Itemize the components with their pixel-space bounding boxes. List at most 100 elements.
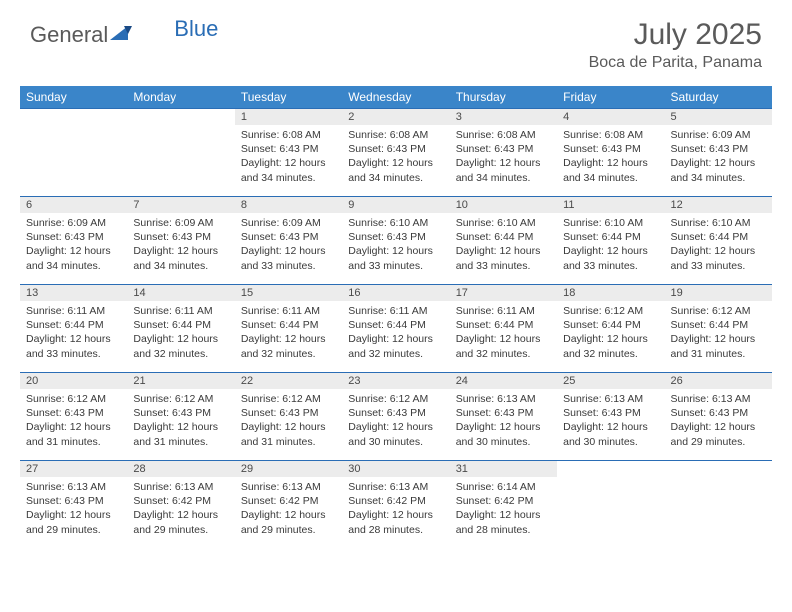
day-cell: 30Sunrise: 6:13 AMSunset: 6:42 PMDayligh…	[342, 461, 449, 549]
title-block: July 2025 Boca de Parita, Panama	[589, 18, 762, 72]
day-cell: 21Sunrise: 6:12 AMSunset: 6:43 PMDayligh…	[127, 373, 234, 461]
day-number: 20	[20, 373, 127, 389]
day-content: Sunrise: 6:09 AMSunset: 6:43 PMDaylight:…	[127, 213, 234, 275]
day-cell: 20Sunrise: 6:12 AMSunset: 6:43 PMDayligh…	[20, 373, 127, 461]
day-content: Sunrise: 6:09 AMSunset: 6:43 PMDaylight:…	[665, 125, 772, 187]
day-cell: 13Sunrise: 6:11 AMSunset: 6:44 PMDayligh…	[20, 285, 127, 373]
day-number: 16	[342, 285, 449, 301]
day-content: Sunrise: 6:11 AMSunset: 6:44 PMDaylight:…	[342, 301, 449, 363]
day-number: 18	[557, 285, 664, 301]
day-number: 19	[665, 285, 772, 301]
day-header: Friday	[557, 86, 664, 109]
brand-word1: General	[30, 22, 108, 48]
day-content: Sunrise: 6:12 AMSunset: 6:43 PMDaylight:…	[20, 389, 127, 451]
day-content: Sunrise: 6:11 AMSunset: 6:44 PMDaylight:…	[235, 301, 342, 363]
day-cell: 18Sunrise: 6:12 AMSunset: 6:44 PMDayligh…	[557, 285, 664, 373]
day-cell: 17Sunrise: 6:11 AMSunset: 6:44 PMDayligh…	[450, 285, 557, 373]
day-number-empty	[665, 461, 772, 477]
day-cell: 15Sunrise: 6:11 AMSunset: 6:44 PMDayligh…	[235, 285, 342, 373]
day-number: 1	[235, 109, 342, 125]
day-content: Sunrise: 6:10 AMSunset: 6:44 PMDaylight:…	[450, 213, 557, 275]
day-number: 9	[342, 197, 449, 213]
day-cell	[665, 461, 772, 549]
day-number: 12	[665, 197, 772, 213]
day-number-empty	[127, 109, 234, 125]
day-cell: 3Sunrise: 6:08 AMSunset: 6:43 PMDaylight…	[450, 109, 557, 197]
brand-logo: General Blue	[30, 22, 218, 48]
day-number: 27	[20, 461, 127, 477]
day-content: Sunrise: 6:14 AMSunset: 6:42 PMDaylight:…	[450, 477, 557, 539]
day-header: Tuesday	[235, 86, 342, 109]
day-number: 13	[20, 285, 127, 301]
month-title: July 2025	[589, 18, 762, 52]
day-cell: 16Sunrise: 6:11 AMSunset: 6:44 PMDayligh…	[342, 285, 449, 373]
day-number: 10	[450, 197, 557, 213]
day-content: Sunrise: 6:12 AMSunset: 6:44 PMDaylight:…	[557, 301, 664, 363]
day-content: Sunrise: 6:13 AMSunset: 6:42 PMDaylight:…	[127, 477, 234, 539]
day-number: 4	[557, 109, 664, 125]
day-content: Sunrise: 6:08 AMSunset: 6:43 PMDaylight:…	[342, 125, 449, 187]
day-header: Sunday	[20, 86, 127, 109]
day-header: Wednesday	[342, 86, 449, 109]
day-cell: 12Sunrise: 6:10 AMSunset: 6:44 PMDayligh…	[665, 197, 772, 285]
day-content: Sunrise: 6:13 AMSunset: 6:43 PMDaylight:…	[450, 389, 557, 451]
day-number: 3	[450, 109, 557, 125]
day-content: Sunrise: 6:11 AMSunset: 6:44 PMDaylight:…	[127, 301, 234, 363]
day-cell: 26Sunrise: 6:13 AMSunset: 6:43 PMDayligh…	[665, 373, 772, 461]
day-number: 11	[557, 197, 664, 213]
day-number: 17	[450, 285, 557, 301]
day-content: Sunrise: 6:13 AMSunset: 6:43 PMDaylight:…	[20, 477, 127, 539]
day-header-row: SundayMondayTuesdayWednesdayThursdayFrid…	[20, 86, 772, 109]
day-cell: 24Sunrise: 6:13 AMSunset: 6:43 PMDayligh…	[450, 373, 557, 461]
day-cell: 6Sunrise: 6:09 AMSunset: 6:43 PMDaylight…	[20, 197, 127, 285]
day-number: 15	[235, 285, 342, 301]
day-number: 28	[127, 461, 234, 477]
day-content: Sunrise: 6:11 AMSunset: 6:44 PMDaylight:…	[20, 301, 127, 363]
day-content: Sunrise: 6:08 AMSunset: 6:43 PMDaylight:…	[235, 125, 342, 187]
day-cell: 2Sunrise: 6:08 AMSunset: 6:43 PMDaylight…	[342, 109, 449, 197]
day-cell: 25Sunrise: 6:13 AMSunset: 6:43 PMDayligh…	[557, 373, 664, 461]
day-content: Sunrise: 6:08 AMSunset: 6:43 PMDaylight:…	[450, 125, 557, 187]
day-content: Sunrise: 6:12 AMSunset: 6:43 PMDaylight:…	[342, 389, 449, 451]
day-content: Sunrise: 6:11 AMSunset: 6:44 PMDaylight:…	[450, 301, 557, 363]
day-content: Sunrise: 6:10 AMSunset: 6:44 PMDaylight:…	[665, 213, 772, 275]
location-label: Boca de Parita, Panama	[589, 54, 762, 72]
day-content: Sunrise: 6:13 AMSunset: 6:43 PMDaylight:…	[557, 389, 664, 451]
calendar-body: 1Sunrise: 6:08 AMSunset: 6:43 PMDaylight…	[20, 109, 772, 549]
day-content: Sunrise: 6:13 AMSunset: 6:42 PMDaylight:…	[235, 477, 342, 539]
day-content: Sunrise: 6:12 AMSunset: 6:44 PMDaylight:…	[665, 301, 772, 363]
day-number: 24	[450, 373, 557, 389]
day-number: 25	[557, 373, 664, 389]
day-cell: 5Sunrise: 6:09 AMSunset: 6:43 PMDaylight…	[665, 109, 772, 197]
brand-triangle-icon	[110, 24, 132, 47]
day-number: 26	[665, 373, 772, 389]
day-cell: 4Sunrise: 6:08 AMSunset: 6:43 PMDaylight…	[557, 109, 664, 197]
day-cell: 14Sunrise: 6:11 AMSunset: 6:44 PMDayligh…	[127, 285, 234, 373]
day-cell: 28Sunrise: 6:13 AMSunset: 6:42 PMDayligh…	[127, 461, 234, 549]
day-content: Sunrise: 6:10 AMSunset: 6:44 PMDaylight:…	[557, 213, 664, 275]
day-content: Sunrise: 6:12 AMSunset: 6:43 PMDaylight:…	[235, 389, 342, 451]
day-number: 30	[342, 461, 449, 477]
page-header: General Blue July 2025 Boca de Parita, P…	[0, 0, 792, 80]
day-number: 5	[665, 109, 772, 125]
day-number: 22	[235, 373, 342, 389]
day-cell: 22Sunrise: 6:12 AMSunset: 6:43 PMDayligh…	[235, 373, 342, 461]
day-number: 21	[127, 373, 234, 389]
day-header: Monday	[127, 86, 234, 109]
day-cell: 11Sunrise: 6:10 AMSunset: 6:44 PMDayligh…	[557, 197, 664, 285]
week-row: 13Sunrise: 6:11 AMSunset: 6:44 PMDayligh…	[20, 285, 772, 373]
day-cell	[557, 461, 664, 549]
day-content: Sunrise: 6:09 AMSunset: 6:43 PMDaylight:…	[235, 213, 342, 275]
day-cell: 8Sunrise: 6:09 AMSunset: 6:43 PMDaylight…	[235, 197, 342, 285]
day-content: Sunrise: 6:09 AMSunset: 6:43 PMDaylight:…	[20, 213, 127, 275]
day-content: Sunrise: 6:13 AMSunset: 6:43 PMDaylight:…	[665, 389, 772, 451]
day-number: 7	[127, 197, 234, 213]
day-cell: 23Sunrise: 6:12 AMSunset: 6:43 PMDayligh…	[342, 373, 449, 461]
day-number: 14	[127, 285, 234, 301]
week-row: 6Sunrise: 6:09 AMSunset: 6:43 PMDaylight…	[20, 197, 772, 285]
day-cell: 10Sunrise: 6:10 AMSunset: 6:44 PMDayligh…	[450, 197, 557, 285]
day-cell	[127, 109, 234, 197]
day-number: 8	[235, 197, 342, 213]
week-row: 1Sunrise: 6:08 AMSunset: 6:43 PMDaylight…	[20, 109, 772, 197]
day-cell: 27Sunrise: 6:13 AMSunset: 6:43 PMDayligh…	[20, 461, 127, 549]
